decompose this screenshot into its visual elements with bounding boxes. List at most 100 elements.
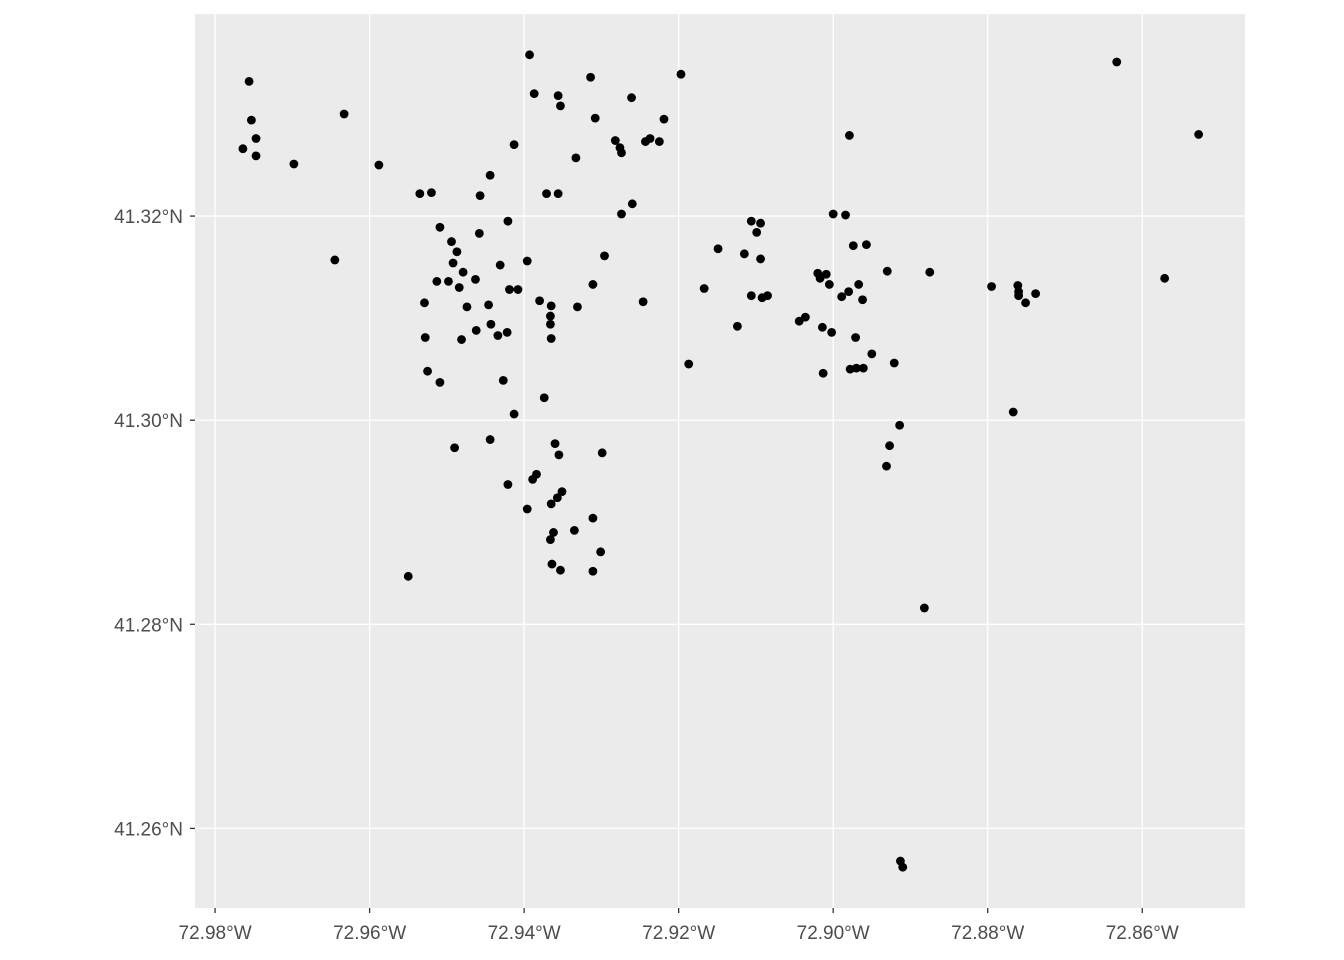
data-point [824, 280, 834, 289]
data-point [588, 513, 598, 523]
x-tick-label: 72.94°W [488, 923, 561, 944]
data-point [858, 363, 868, 373]
data-point [415, 189, 425, 199]
data-point [529, 89, 539, 99]
data-point [821, 269, 831, 279]
data-point [486, 319, 496, 329]
data-point [867, 349, 877, 359]
data-point [828, 209, 838, 219]
data-point [458, 267, 468, 277]
data-point [763, 291, 772, 301]
data-point [659, 114, 669, 124]
data-point [654, 137, 664, 146]
data-point [484, 300, 493, 310]
data-point [851, 333, 860, 342]
points-layer [238, 50, 1204, 872]
x-tick-label: 72.88°W [951, 923, 1024, 944]
data-point [553, 189, 563, 199]
data-point [556, 565, 565, 575]
data-point [553, 91, 563, 101]
data-point [448, 258, 458, 268]
data-point [895, 420, 905, 430]
plot-panel [195, 14, 1245, 908]
data-point [522, 256, 532, 266]
data-point [898, 862, 908, 872]
data-point [513, 285, 523, 294]
data-point [330, 255, 340, 265]
data-point [549, 528, 558, 537]
data-point [539, 393, 549, 403]
data-point [818, 368, 828, 378]
data-point [251, 151, 261, 161]
x-tick-label: 72.86°W [1106, 923, 1179, 944]
y-tick-label: 41.26°N [114, 819, 183, 840]
data-point [837, 292, 847, 302]
data-point [627, 93, 636, 103]
data-point [732, 321, 742, 331]
data-point [550, 439, 560, 449]
data-point [462, 302, 472, 312]
data-point [590, 113, 600, 123]
data-point [509, 140, 519, 150]
data-point [596, 547, 606, 557]
data-point [925, 267, 935, 277]
data-point [862, 240, 871, 250]
x-tick-label: 72.92°W [642, 923, 715, 944]
data-point [546, 301, 556, 311]
data-point [919, 603, 929, 613]
data-point [556, 101, 565, 111]
data-point [1021, 298, 1030, 308]
data-point [546, 499, 556, 509]
y-tick-label: 41.32°N [114, 207, 183, 228]
data-point [457, 335, 466, 344]
data-point [1160, 273, 1170, 283]
data-point [794, 316, 804, 326]
data-point [528, 474, 538, 484]
data-point [525, 50, 534, 60]
data-point [588, 566, 598, 576]
data-point [844, 287, 854, 296]
data-point [374, 160, 384, 170]
data-point [645, 134, 655, 143]
data-point [756, 218, 765, 228]
data-point [509, 409, 519, 419]
data-point [746, 216, 756, 226]
data-point [238, 144, 248, 154]
data-point [547, 559, 557, 569]
data-point [1112, 57, 1122, 67]
data-point [557, 487, 567, 497]
data-point [586, 72, 595, 82]
data-point [454, 283, 464, 292]
data-point [1008, 407, 1018, 417]
data-point [542, 189, 551, 199]
y-tick-label: 41.30°N [114, 411, 183, 432]
data-point [471, 274, 480, 284]
data-point [699, 284, 709, 293]
data-point [756, 254, 765, 264]
data-point [432, 276, 442, 286]
data-point [848, 241, 858, 251]
data-point [827, 328, 837, 337]
x-tick-label: 72.98°W [179, 923, 252, 944]
data-point [339, 109, 349, 119]
data-point [474, 229, 484, 238]
data-point [444, 276, 453, 286]
data-point [495, 260, 505, 270]
data-point [882, 461, 891, 471]
data-point [610, 136, 620, 145]
data-point [597, 448, 607, 458]
data-point [713, 244, 723, 254]
y-axis: 41.26°N 41.28°N 41.30°N 41.32°N [114, 207, 195, 840]
data-point [247, 115, 256, 125]
data-point [627, 199, 637, 209]
data-point [588, 280, 598, 289]
data-point [503, 480, 513, 489]
data-point [552, 493, 562, 503]
data-point [503, 216, 513, 226]
data-point [800, 312, 810, 322]
data-point [447, 237, 456, 246]
data-point [546, 535, 555, 544]
data-point [493, 331, 503, 340]
data-point [535, 296, 544, 306]
data-point [244, 76, 254, 86]
